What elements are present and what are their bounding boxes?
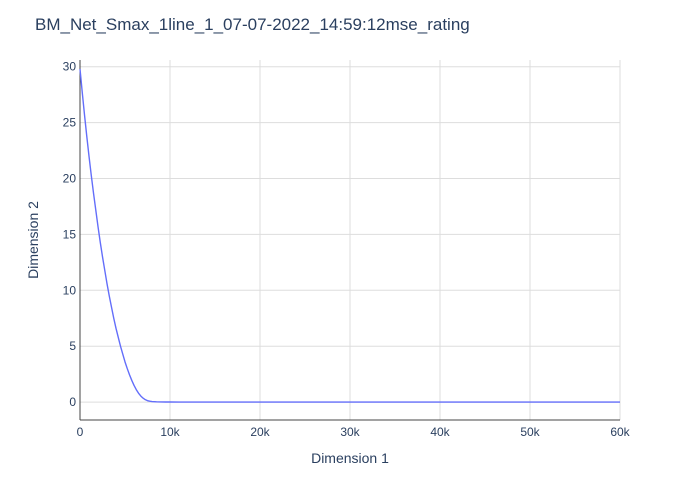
x-tick-label: 50k xyxy=(520,425,540,439)
x-tick-label: 60k xyxy=(610,425,630,439)
x-tick-label: 40k xyxy=(430,425,450,439)
y-tick-label: 0 xyxy=(69,395,76,409)
y-axis-title: Dimension 2 xyxy=(25,201,41,279)
y-tick-label: 10 xyxy=(63,283,77,297)
x-tick-label: 10k xyxy=(160,425,180,439)
x-gridlines xyxy=(169,60,621,420)
y-tick-label: 25 xyxy=(63,116,77,130)
y-tick-labels: 0 5 10 15 20 25 30 xyxy=(63,60,77,409)
x-tick-label: 30k xyxy=(340,425,360,439)
y-tick-label: 30 xyxy=(63,60,77,74)
x-tick-label: 20k xyxy=(250,425,270,439)
chart-title: BM_Net_Smax_1line_1_07-07-2022_14:59:12m… xyxy=(35,15,470,34)
y-tick-label: 15 xyxy=(63,227,77,241)
y-tick-label: 5 xyxy=(69,339,76,353)
series-layer xyxy=(79,68,620,403)
series-line xyxy=(79,68,620,403)
y-tick-label: 20 xyxy=(63,172,77,186)
x-axis-title: Dimension 1 xyxy=(311,450,389,466)
x-tick-labels: 0 10k 20k 30k 40k 50k 60k xyxy=(77,425,631,439)
x-tick-label: 0 xyxy=(77,425,84,439)
